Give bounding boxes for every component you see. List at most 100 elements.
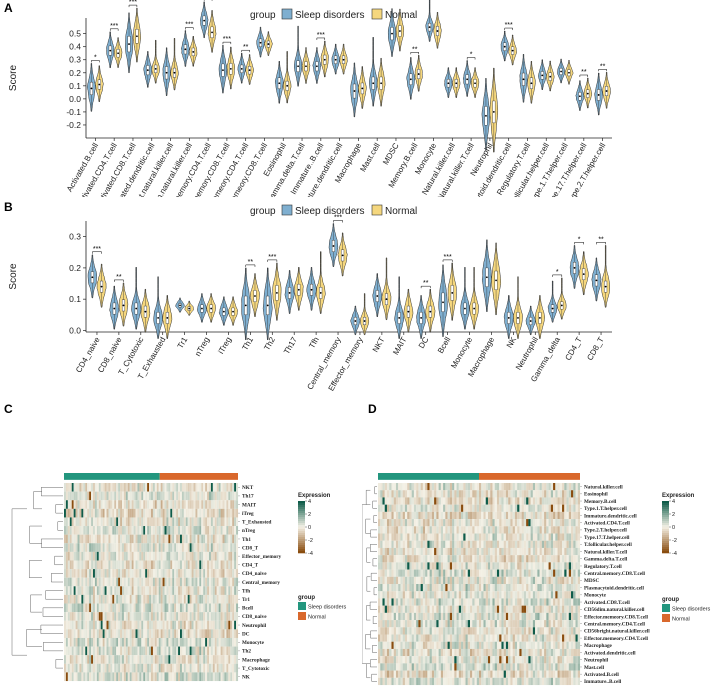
heatmap-cell <box>404 569 408 577</box>
heatmap-cell <box>557 584 560 592</box>
heatmap-cell <box>546 605 549 613</box>
heatmap-cell <box>499 511 502 520</box>
heatmap-cell <box>98 500 101 509</box>
heatmap-cell <box>494 562 497 570</box>
heatmap-cell <box>568 620 572 628</box>
heatmap-cell <box>461 533 464 541</box>
heatmap-cell <box>218 655 221 664</box>
heatmap-cell <box>378 504 381 512</box>
heatmap-cell <box>209 655 211 664</box>
heatmap-cell <box>526 584 529 592</box>
heatmap-cell <box>118 543 121 552</box>
heatmap-cell <box>207 594 210 604</box>
heatmap-cell <box>75 672 78 682</box>
heatmap-cell <box>156 655 159 664</box>
heatmap-cell <box>474 569 477 577</box>
heatmap-cell <box>218 646 221 656</box>
heatmap-cell <box>407 511 410 520</box>
heatmap-cell <box>197 508 200 518</box>
heatmap-cell <box>73 560 76 570</box>
heatmap-cell <box>106 646 109 656</box>
heatmap-cell <box>467 562 471 570</box>
heatmap-cell <box>555 555 558 563</box>
heatmap-cell <box>201 629 204 639</box>
heatmap-cell <box>400 627 403 635</box>
heatmap-cell <box>83 655 86 664</box>
heatmap-cell <box>557 648 560 657</box>
heatmap-cell <box>180 603 182 613</box>
heatmap-cell <box>201 655 204 664</box>
heatmap-cell <box>436 605 439 613</box>
heatmap-cell <box>550 620 554 628</box>
heatmap-cell <box>544 569 547 577</box>
heatmap-cell <box>449 598 453 606</box>
heatmap-cell <box>481 612 484 621</box>
row-label: Bcell <box>242 606 254 612</box>
heatmap-cell <box>438 576 441 585</box>
heatmap-cell <box>553 483 556 491</box>
heatmap-cell <box>170 655 173 664</box>
heatmap-cell <box>456 576 459 585</box>
heatmap-cell <box>505 526 509 534</box>
heatmap-cell <box>232 594 235 604</box>
violin-median <box>573 267 576 269</box>
heatmap-cell <box>139 586 142 595</box>
heatmap-cell <box>389 555 392 563</box>
heatmap-cell <box>69 577 72 587</box>
heatmap-cell <box>492 504 495 512</box>
heatmap-cell <box>232 543 235 552</box>
heatmap-d: D Natural.killer.cellEosinophilMemory.B.… <box>362 402 710 685</box>
heatmap-cell <box>479 648 482 657</box>
heatmap-cell <box>158 577 161 587</box>
heatmap-cell <box>398 526 401 534</box>
heatmap-cell <box>122 637 124 647</box>
heatmap-cell <box>404 490 408 498</box>
heatmap-cell <box>131 637 134 647</box>
heatmap-cell <box>96 560 99 570</box>
heatmap-cell <box>143 577 146 587</box>
heatmap-cell <box>127 551 130 561</box>
heatmap-cell <box>139 663 142 673</box>
heatmap-cell <box>65 637 68 647</box>
heatmap-cell <box>139 646 142 656</box>
heatmap-cell <box>449 648 453 657</box>
heatmap-cell <box>479 511 482 520</box>
heatmap-cell <box>398 648 401 657</box>
heatmap-cell <box>537 483 540 491</box>
heatmap-cell <box>541 562 545 570</box>
heatmap-cell <box>168 534 171 544</box>
heatmap-cell <box>452 569 455 577</box>
heatmap-cell <box>112 569 115 578</box>
heatmap-cell <box>139 637 142 647</box>
heatmap-cell <box>429 576 432 585</box>
heatmap-cell <box>485 634 489 642</box>
heatmap-cell <box>443 612 446 621</box>
heatmap-cell <box>218 603 221 613</box>
heatmap-cell <box>110 586 113 595</box>
heatmap-cell <box>386 511 390 520</box>
heatmap-cell <box>494 620 497 628</box>
heatmap-cell <box>474 591 477 599</box>
heatmap-cell <box>183 646 186 656</box>
heatmap-cell <box>122 594 124 604</box>
heatmap-cell <box>154 603 157 613</box>
heatmap-cell <box>557 497 560 505</box>
heatmap-cell <box>102 534 105 544</box>
heatmap-cell <box>79 637 82 647</box>
heatmap-cell <box>571 526 574 534</box>
heatmap-cell <box>123 543 126 552</box>
heatmap-cell <box>539 540 542 548</box>
heatmap-cell <box>195 526 198 535</box>
heatmap-cell <box>214 526 217 535</box>
heatmap-cell <box>409 547 412 556</box>
heatmap-cell <box>149 586 152 595</box>
heatmap-cell <box>429 526 432 534</box>
heatmap-cell <box>224 517 227 527</box>
heatmap-cell <box>158 603 161 613</box>
heatmap-cell <box>131 508 134 518</box>
heatmap-cell <box>197 603 200 613</box>
x-tick-label: Bcell <box>436 335 453 355</box>
heatmap-cell <box>425 504 428 512</box>
heatmap-cell <box>571 555 574 563</box>
heatmap-cell <box>526 598 529 606</box>
